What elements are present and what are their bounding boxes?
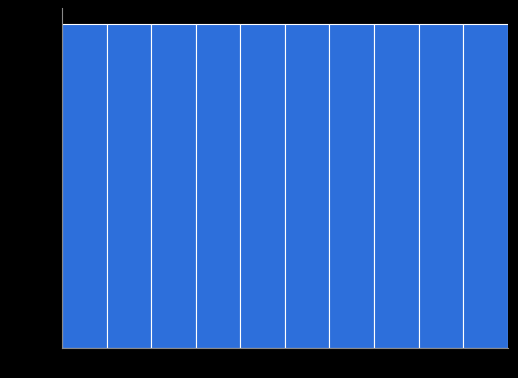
Bar	[62, 24, 107, 348]
Bar	[374, 24, 419, 348]
Bar	[240, 24, 285, 348]
Bar	[151, 24, 196, 348]
Bar	[196, 24, 240, 348]
Bar	[107, 24, 151, 348]
Bar	[329, 24, 374, 348]
Bar	[463, 24, 508, 348]
Bar	[419, 24, 463, 348]
Bar	[285, 24, 329, 348]
